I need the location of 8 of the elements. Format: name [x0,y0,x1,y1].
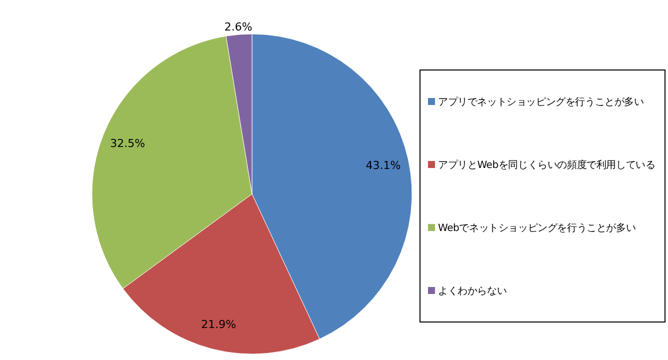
data-label: 2.6% [224,20,252,34]
legend-label: Webでネットショッピングを行うことが多い [438,222,636,234]
legend-label: アプリでネットショッピングを行うことが多い [438,96,644,108]
legend-label: アプリとWebを同じくらいの頻度で利用している [438,159,656,171]
legend-label: よくわからない [438,286,507,297]
data-label: 32.5% [110,137,146,150]
data-label: 43.1% [366,158,401,172]
data-label: 21.9% [201,318,236,332]
